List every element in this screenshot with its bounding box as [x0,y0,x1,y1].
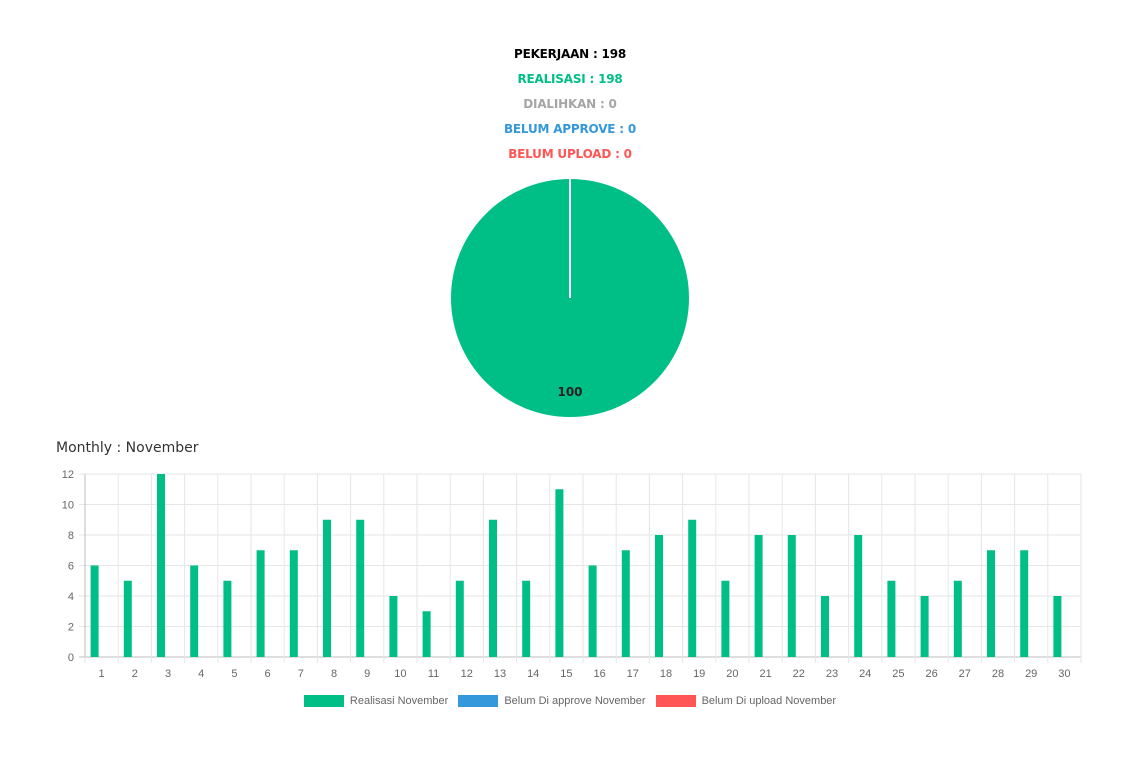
x-tick-label: 23 [826,668,838,680]
x-tick-label: 15 [560,668,572,680]
bar-realisasi-25[interactable] [887,580,896,657]
y-tick-label: 0 [68,652,74,664]
pie-data-label: 100 [557,385,582,399]
monthly-title: Monthly : November [56,440,199,456]
legend-item-1[interactable]: Belum Di approve November [458,695,646,707]
chart-legend: Realisasi November Belum Di approve Novem… [0,695,1140,707]
bar-realisasi-6[interactable] [256,550,265,657]
bar-realisasi-4[interactable] [190,565,199,658]
legend-label: Realisasi November [349,695,449,707]
x-tick-label: 7 [298,668,304,680]
x-tick-label: 25 [892,668,904,680]
x-tick-label: 27 [959,668,971,680]
x-tick-label: 14 [527,668,539,680]
x-tick-label: 18 [660,668,672,680]
pie-chart[interactable]: 100 [440,170,700,430]
bar-realisasi-18[interactable] [655,535,663,657]
bar-realisasi-23[interactable] [821,596,829,657]
bar-realisasi-24[interactable] [854,535,863,657]
bar-realisasi-30[interactable] [1053,596,1062,657]
bar-realisasi-13[interactable] [489,519,497,657]
x-tick-label: 10 [394,668,406,680]
legend-item-0[interactable]: Realisasi November [303,695,449,707]
bar-realisasi-15[interactable] [555,489,564,657]
bar-realisasi-28[interactable] [987,550,995,657]
bar-realisasi-27[interactable] [953,580,962,657]
bar-realisasi-1[interactable] [90,565,99,658]
bar-realisasi-8[interactable] [323,519,331,657]
x-tick-label: 22 [793,668,805,680]
x-tick-label: 19 [693,668,705,680]
bar-realisasi-26[interactable] [920,596,929,657]
summary-belum-approve: BELUM APPROVE : 0 [503,122,636,136]
bar-realisasi-22[interactable] [787,535,796,657]
bar-realisasi-20[interactable] [721,580,730,657]
legend-swatch [303,695,344,707]
x-tick-label: 20 [726,668,738,680]
y-tick-label: 10 [62,500,74,512]
legend-label: Belum Di upload November [701,695,837,707]
y-tick-label: 4 [68,591,74,603]
x-tick-label: 4 [198,668,204,680]
x-tick-label: 3 [165,668,171,680]
y-tick-label: 2 [68,622,74,634]
y-tick-label: 6 [68,561,74,573]
legend-swatch [458,695,499,707]
bar-realisasi-14[interactable] [522,580,531,657]
bar-realisasi-3[interactable] [157,474,165,657]
x-tick-label: 8 [331,668,337,680]
x-tick-label: 12 [461,668,473,680]
x-tick-label: 2 [132,668,138,680]
bar-realisasi-17[interactable] [621,550,630,657]
x-tick-label: 5 [231,668,237,680]
x-tick-label: 6 [265,668,271,680]
bar-realisasi-10[interactable] [389,596,398,657]
legend-label: Belum Di approve November [504,695,646,707]
legend-swatch [655,695,696,707]
x-tick-label: 1 [99,668,105,680]
bar-realisasi-11[interactable] [422,611,431,657]
summary-belum-upload: BELUM UPLOAD : 0 [508,147,632,161]
x-tick-label: 17 [627,668,639,680]
x-tick-label: 16 [593,668,605,680]
legend-item-2[interactable]: Belum Di upload November [655,695,837,707]
summary-dialihkan: DIALIHKAN : 0 [523,97,617,111]
bar-realisasi-16[interactable] [588,565,597,658]
bar-realisasi-5[interactable] [223,580,232,657]
bar-realisasi-19[interactable] [688,519,697,657]
bar-realisasi-9[interactable] [356,519,365,657]
x-tick-label: 9 [364,668,370,680]
x-tick-label: 30 [1058,668,1070,680]
y-tick-label: 12 [62,469,74,481]
summary-panel: PEKERJAAN : 198 REALISASI : 198 DIALIHKA… [0,42,1140,167]
x-tick-label: 26 [925,668,937,680]
bar-realisasi-29[interactable] [1020,550,1029,657]
summary-pekerjaan: PEKERJAAN : 198 [513,47,626,61]
y-tick-label: 8 [68,530,74,542]
bar-realisasi-21[interactable] [754,535,763,657]
x-tick-label: 13 [494,668,506,680]
x-tick-label: 21 [759,668,771,680]
bar-realisasi-2[interactable] [123,580,132,657]
x-tick-label: 24 [859,668,871,680]
x-tick-label: 11 [428,668,439,680]
bar-realisasi-12[interactable] [455,580,464,657]
summary-realisasi: REALISASI : 198 [517,72,623,86]
bar-realisasi-7[interactable] [289,550,298,657]
x-tick-label: 29 [1025,668,1037,680]
x-tick-label: 28 [992,668,1004,680]
